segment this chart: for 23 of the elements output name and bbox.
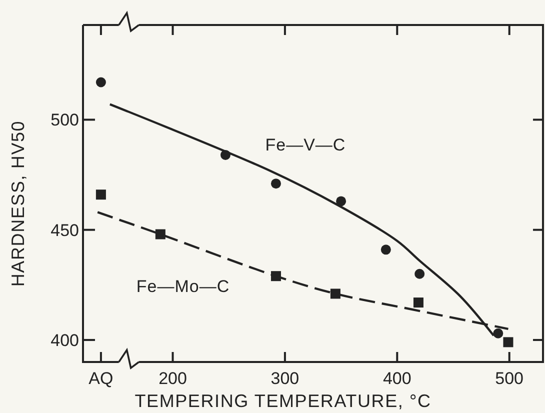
point <box>503 337 514 348</box>
y-axis-title: HARDNESS, HV50 <box>8 120 28 287</box>
point <box>270 178 281 189</box>
y-tick-label: 450 <box>50 220 79 240</box>
x-tick-label: 400 <box>382 369 412 388</box>
x-tick-label: 500 <box>495 369 524 388</box>
point <box>96 190 106 200</box>
point <box>96 77 106 88</box>
series-label: Fe—Mo—C <box>136 277 230 296</box>
y-tick-label: 400 <box>50 330 79 350</box>
series-label: Fe—V—C <box>265 135 346 154</box>
x-tick-label: 200 <box>158 369 187 388</box>
point <box>336 196 346 206</box>
point <box>330 288 340 299</box>
point <box>493 328 504 338</box>
y-tick-label: 500 <box>50 110 79 130</box>
x-tick-label: 300 <box>270 369 300 388</box>
point <box>155 229 166 240</box>
point <box>414 268 425 279</box>
x-axis-title: TEMPERING TEMPERATURE, °C <box>134 391 432 411</box>
point <box>380 244 391 255</box>
x-tick-label: AQ <box>88 369 114 388</box>
point <box>413 298 424 308</box>
